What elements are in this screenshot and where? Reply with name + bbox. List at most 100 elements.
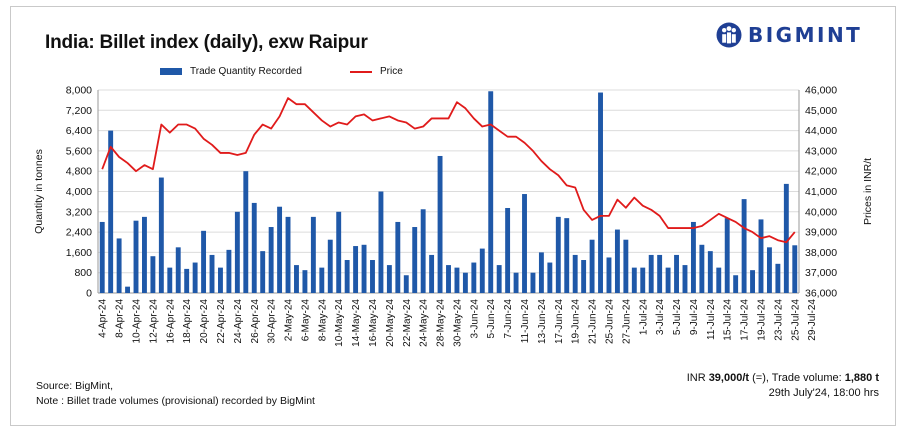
bar	[471, 262, 477, 293]
bar	[454, 267, 460, 293]
bar	[631, 267, 637, 293]
x-tick-label: 4-Apr-24	[98, 299, 109, 338]
x-tick-label: 13-Jun-24	[537, 299, 548, 344]
x-tick-label: 25-Jun-24	[604, 299, 615, 344]
bar	[116, 238, 122, 293]
bar	[370, 260, 375, 293]
x-tick-label: 22-Apr-24	[216, 299, 227, 344]
y2-tick-label: 43,000	[805, 145, 837, 157]
bar	[344, 260, 350, 293]
bar	[99, 221, 105, 293]
bar	[268, 227, 274, 293]
bar	[251, 202, 257, 293]
bar	[598, 92, 603, 293]
bar	[234, 211, 240, 293]
y2-tick-label: 36,000	[805, 288, 837, 300]
x-tick-label: 8-Apr-24	[115, 299, 126, 338]
x-tick-label: 26-Apr-24	[250, 299, 261, 344]
legend-bar-label: Trade Quantity Recorded	[190, 66, 302, 77]
x-tick-label: 2-May-24	[284, 299, 295, 342]
bar	[741, 199, 747, 293]
x-tick-label: 22-May-24	[402, 299, 413, 347]
y-tick-label: 0	[86, 288, 92, 300]
bar	[614, 229, 620, 293]
bar	[294, 265, 299, 293]
bar	[750, 270, 755, 293]
bar	[462, 272, 468, 293]
x-tick-label: 14-May-24	[351, 299, 362, 347]
price-info: INR 39,000/t (=), Trade volume: 1,880 t …	[687, 371, 879, 401]
y-tick-label: 1,600	[66, 247, 92, 259]
y2-tick-label: 38,000	[805, 247, 837, 259]
bar	[167, 267, 173, 293]
x-tick-label: 9-Jul-24	[689, 299, 700, 336]
source-text: Source: BigMint,	[36, 380, 114, 392]
x-tick-label: 21-Jun-24	[588, 299, 599, 344]
x-tick-label: 25-Jul-24	[790, 299, 801, 341]
note-text: Note : Billet trade volumes (provisional…	[36, 395, 315, 407]
chart-title: India: Billet index (daily), exw Raipur	[45, 32, 368, 53]
legend-line-label: Price	[380, 66, 403, 77]
bar	[775, 263, 781, 293]
y-tick-label: 3,200	[66, 206, 92, 218]
x-tick-label: 15-Jul-24	[723, 299, 734, 341]
bar	[733, 275, 739, 293]
y2-tick-label: 44,000	[805, 125, 837, 137]
bar	[657, 254, 663, 293]
bar	[412, 227, 418, 293]
x-tick-label: 28-May-24	[436, 299, 447, 347]
bar	[648, 254, 654, 293]
bar	[302, 270, 308, 293]
bar	[319, 267, 325, 293]
bar	[724, 218, 730, 293]
legend-line-swatch	[350, 70, 372, 73]
bar	[125, 286, 131, 293]
bar	[226, 249, 232, 293]
bar	[108, 130, 114, 293]
bar	[285, 216, 291, 293]
bar	[792, 245, 798, 293]
legend-bar-swatch	[160, 68, 182, 75]
bar	[690, 221, 696, 293]
bigmint-logo-icon	[716, 22, 742, 48]
price-prefix: INR	[686, 372, 709, 384]
y2-axis-title: Prices in INR/t	[862, 158, 874, 225]
bar	[386, 265, 392, 293]
bar	[479, 248, 485, 293]
bar	[336, 211, 342, 293]
bar	[209, 254, 215, 293]
bar	[716, 267, 722, 293]
bar	[142, 216, 147, 293]
x-tick-label: 12-Apr-24	[148, 299, 159, 344]
x-tick-label: 6-May-24	[300, 299, 311, 342]
x-tick-label: 29-Jul-24	[807, 299, 818, 341]
y-tick-label: 4,000	[66, 186, 92, 198]
x-tick-label: 3-Jul-24	[655, 299, 666, 336]
bar	[378, 191, 384, 293]
bar	[640, 267, 646, 293]
bar	[555, 216, 561, 293]
x-tick-label: 19-Jul-24	[756, 299, 767, 341]
x-tick-label: 11-Jul-24	[706, 299, 717, 340]
bar	[674, 254, 679, 293]
price-value: 39,000/t	[708, 372, 750, 384]
bar	[505, 207, 511, 293]
bar	[184, 268, 190, 293]
bar	[327, 239, 333, 293]
bar	[260, 251, 266, 293]
y2-tick-label: 41,000	[805, 186, 837, 198]
bar	[403, 275, 409, 293]
volume-value: 1,880 t	[844, 372, 879, 384]
legend-item-bars: Trade Quantity Recorded	[160, 66, 302, 77]
x-tick-label: 19-Jun-24	[571, 299, 582, 344]
bar	[758, 219, 764, 293]
bar	[175, 247, 181, 293]
bar	[589, 239, 595, 293]
x-tick-label: 20-May-24	[385, 299, 396, 347]
bar	[606, 257, 612, 293]
y-tick-label: 8,000	[66, 85, 92, 97]
bar	[395, 221, 401, 293]
bar	[572, 254, 578, 293]
bar	[150, 256, 156, 293]
